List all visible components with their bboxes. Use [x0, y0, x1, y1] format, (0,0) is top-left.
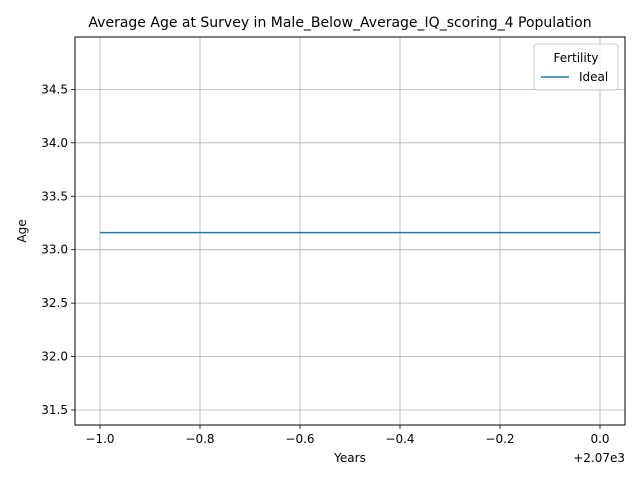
x-tick-label: −0.2 — [485, 432, 514, 446]
x-tick-label: 0.0 — [590, 432, 609, 446]
legend: Fertility Ideal — [533, 43, 619, 91]
legend-label-ideal: Ideal — [579, 70, 608, 84]
x-axis-label: Years — [333, 451, 366, 465]
y-axis-label: Age — [15, 219, 29, 242]
chart-title: Average Age at Survey in Male_Below_Aver… — [88, 15, 591, 31]
y-tick-label: 32.0 — [41, 350, 68, 364]
legend-box — [533, 43, 619, 91]
x-tick-label: −1.0 — [85, 432, 114, 446]
y-tick-label: 34.0 — [41, 136, 68, 150]
legend-title: Fertility — [553, 51, 598, 65]
y-tick-label: 33.0 — [41, 243, 68, 257]
y-tick-label: 34.5 — [41, 82, 68, 96]
x-axis: −1.0 −0.8 −0.6 −0.4 −0.2 0.0 — [85, 425, 610, 446]
y-axis: 31.5 32.0 32.5 33.0 33.5 34.0 34.5 — [41, 82, 75, 417]
y-tick-label: 31.5 — [41, 403, 68, 417]
y-tick-label: 32.5 — [41, 296, 68, 310]
x-tick-label: −0.8 — [185, 432, 214, 446]
y-tick-label: 33.5 — [41, 189, 68, 203]
x-tick-label: −0.6 — [285, 432, 314, 446]
plot-frame — [74, 36, 626, 426]
x-axis-offset-label: +2.07e3 — [573, 451, 625, 465]
x-tick-label: −0.4 — [385, 432, 414, 446]
grid-lines — [75, 37, 625, 425]
